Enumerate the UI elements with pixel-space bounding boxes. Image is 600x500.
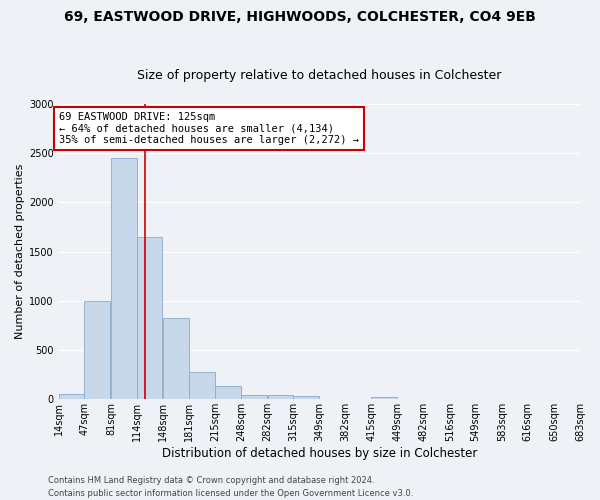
Title: Size of property relative to detached houses in Colchester: Size of property relative to detached ho… (137, 69, 502, 82)
Bar (111, 158, 137, 400)
Text: 69 EASTWOOD DRIVE: 125sqm
← 64% of detached houses are smaller (4,134)
35% of se: 69 EASTWOOD DRIVE: 125sqm ← 64% of detac… (59, 112, 359, 145)
Bar (59, 394, 85, 400)
Bar (268, 396, 293, 400)
Bar (189, 372, 215, 400)
Bar (241, 395, 267, 400)
Bar (85, 301, 110, 400)
Bar (163, 318, 189, 400)
Bar (215, 386, 241, 400)
X-axis label: Distribution of detached houses by size in Colchester: Distribution of detached houses by size … (162, 447, 477, 460)
Bar (293, 396, 319, 400)
Bar (137, 237, 163, 400)
Bar (371, 397, 397, 400)
Text: 69, EASTWOOD DRIVE, HIGHWOODS, COLCHESTER, CO4 9EB: 69, EASTWOOD DRIVE, HIGHWOODS, COLCHESTE… (64, 10, 536, 24)
Y-axis label: Number of detached properties: Number of detached properties (15, 164, 25, 340)
Text: Contains HM Land Registry data © Crown copyright and database right 2024.
Contai: Contains HM Land Registry data © Crown c… (48, 476, 413, 498)
